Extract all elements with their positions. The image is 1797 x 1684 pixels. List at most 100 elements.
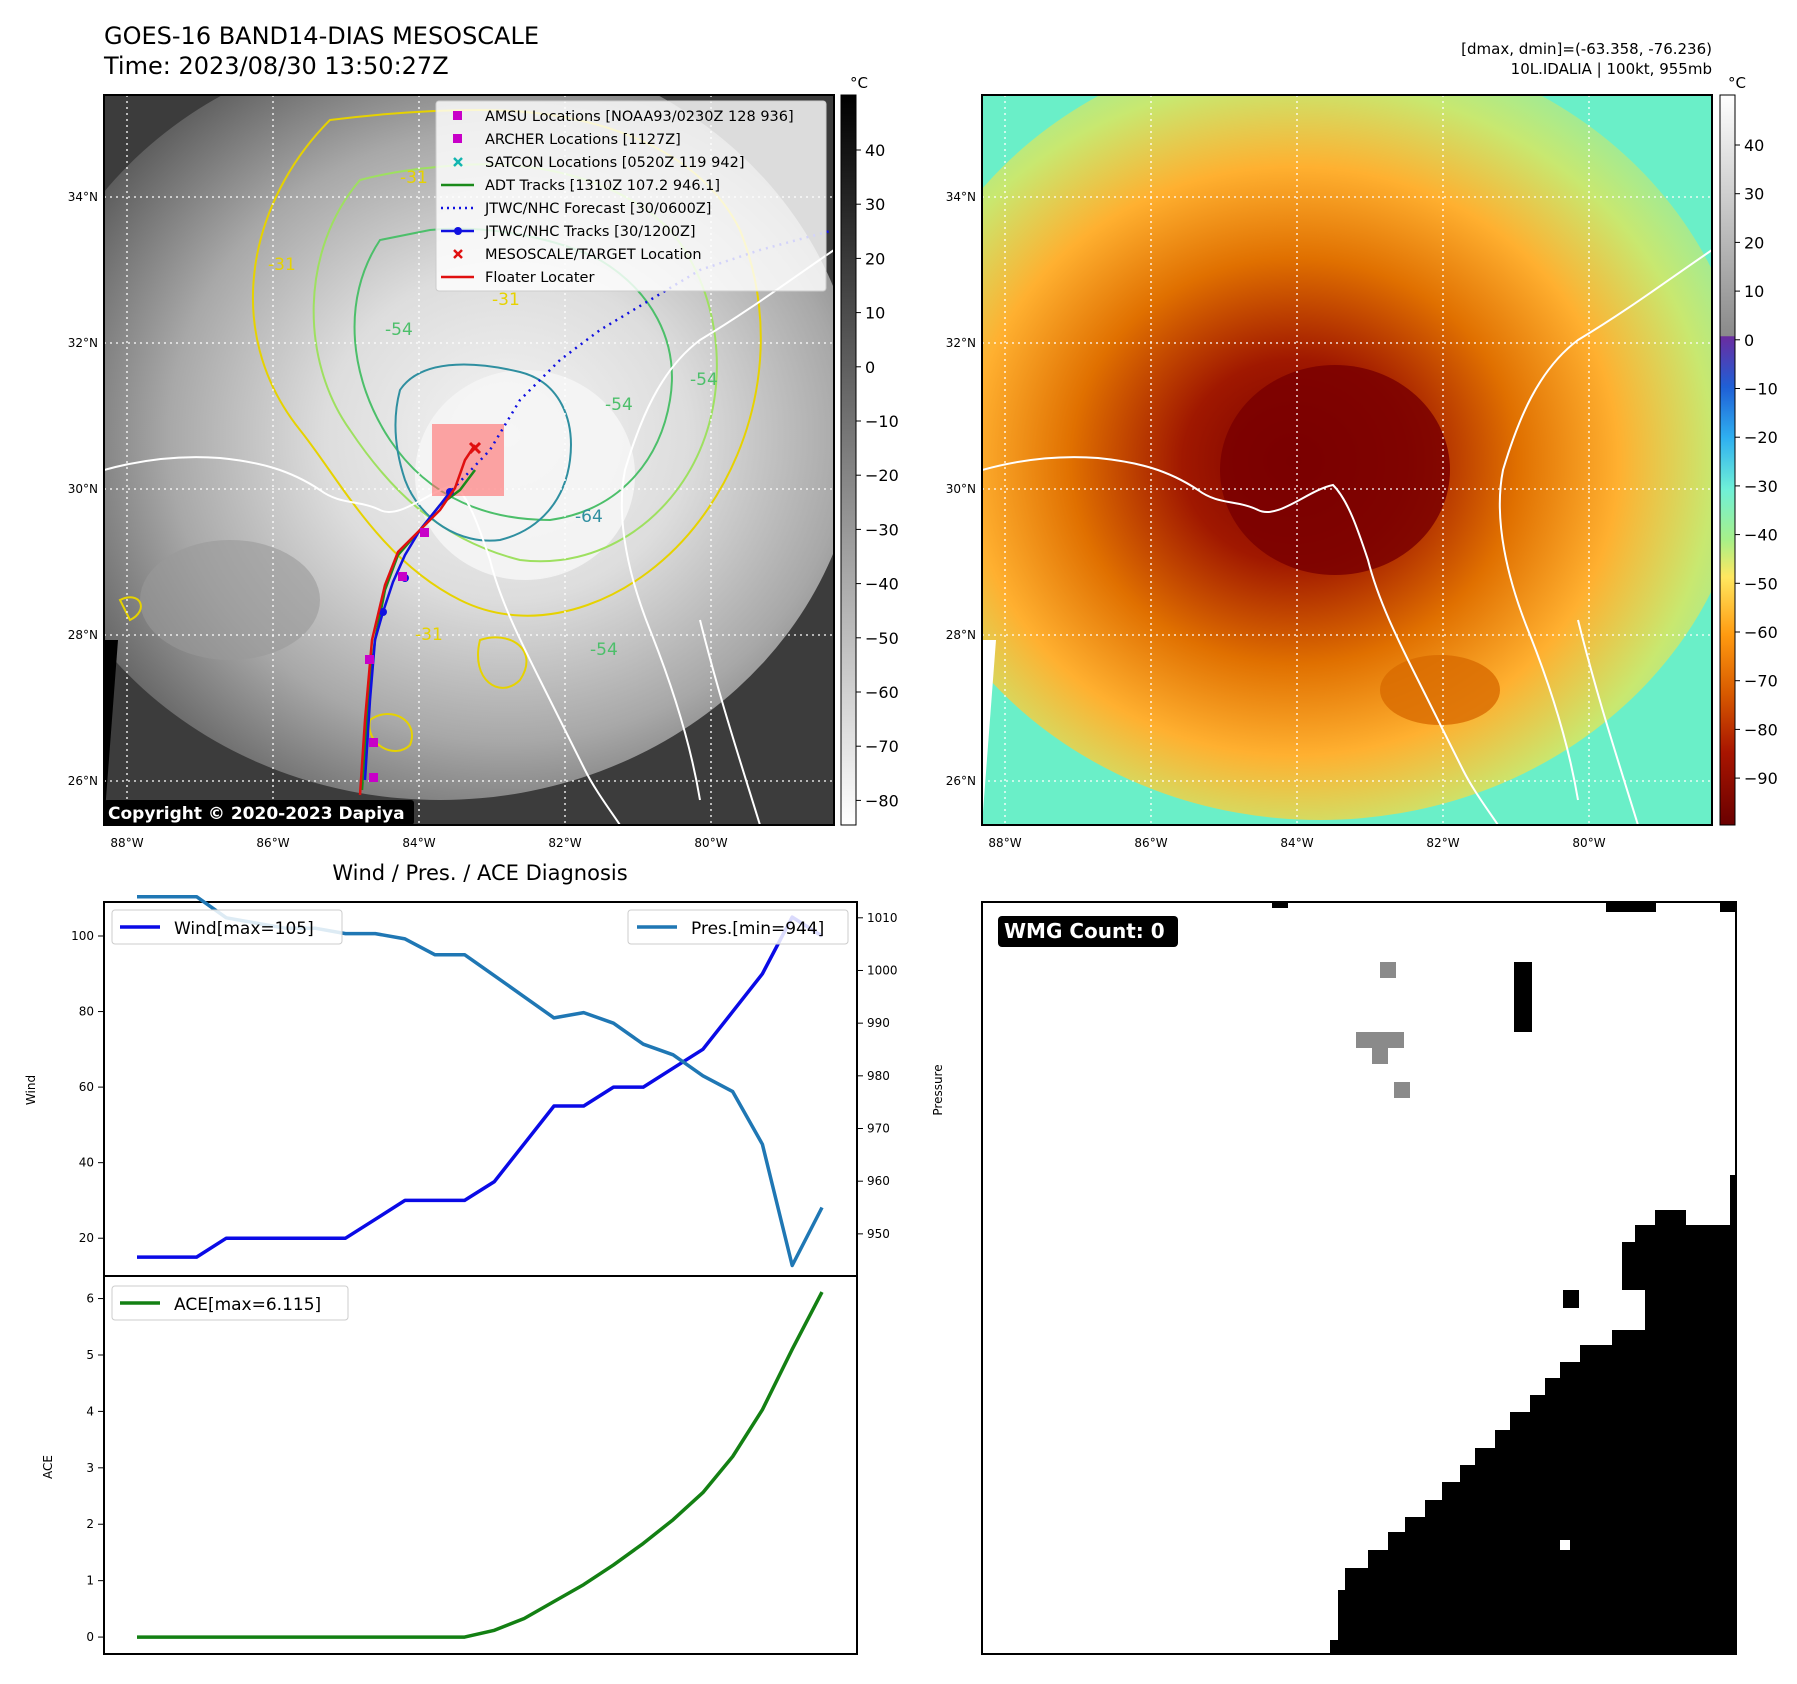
gray-colorbar-unit: °C — [850, 74, 868, 92]
map1-tick-labels: 88°W 86°W 84°W 82°W 80°W 34°N 32°N 30°N … — [68, 190, 728, 850]
contour-label: -54 — [590, 640, 618, 660]
floater-box — [432, 424, 504, 496]
color-colorbar-ticks: 40 30 20 10 0 −10 −20 −30 −40 −50 −60 −70 −80 −90 — [1735, 136, 1778, 788]
diagnosis-title: Wind / Pres. / ACE Diagnosis — [332, 861, 627, 885]
wmg-mask — [1272, 902, 1736, 1654]
colorbar-tick-label: −60 — [865, 683, 899, 702]
ace-line — [137, 1291, 824, 1639]
contour-label: -31 — [400, 168, 428, 188]
lat-tick: 26°N — [68, 774, 98, 788]
figure-title-line1: GOES-16 BAND14-DIAS MESOSCALE — [104, 22, 539, 50]
archer-marker — [420, 528, 429, 537]
ace-chart: 0 1 2 3 4 5 6 ACE ACE[max=6.115] — [41, 1275, 858, 1655]
map2-cloud-patch — [1380, 655, 1500, 725]
legend-label: ARCHER Locations [1127Z] — [485, 132, 681, 148]
ace-series — [137, 1291, 824, 1639]
gray-colorbar: °C 40 30 20 10 0 −10 −20 −30 −40 −50 −60 −70 −80 — [840, 74, 899, 826]
ace-axis: 0 1 2 3 4 5 6 — [86, 1292, 104, 1644]
wind-pressure-chart: 20 40 60 80 100 950 960 970 980 990 1000 1010 Wind… — [24, 894, 945, 1277]
map1-cloud-patch — [140, 540, 320, 660]
color-colorbar: °C 40 30 20 10 0 −10 −20 −30 −40 −50 −60 −70 −80 −90 — [1719, 74, 1778, 826]
legend-label: SATCON Locations [0520Z 119 942] — [485, 155, 744, 171]
y-tick-label: 5 — [86, 1348, 94, 1362]
colorbar-tick-label: 20 — [1744, 233, 1764, 252]
floater-locater-track — [358, 444, 477, 796]
pressure-legend-label: Pres.[min=944] — [691, 919, 824, 939]
legend-label: JTWC/NHC Tracks [30/1200Z] — [484, 224, 696, 240]
gray-colorbar-bar — [840, 94, 857, 826]
wmg-speck — [1720, 902, 1736, 912]
colorbar-tick-label: 20 — [865, 249, 885, 268]
wmg-frame — [981, 901, 1737, 1655]
colorbar-tick-label: −30 — [1744, 477, 1778, 496]
wmg-speck — [1730, 1175, 1736, 1225]
legend-entry-archer: ARCHER Locations [1127Z] — [453, 132, 681, 148]
legend-entry-satcon: SATCON Locations [0520Z 119 942] — [453, 155, 744, 171]
contour-small-1 — [118, 596, 142, 622]
copyright-text: Copyright © 2020-2023 Dapiya — [108, 804, 405, 824]
pressure-legend-box — [627, 909, 849, 945]
wmg-hole — [1606, 1260, 1620, 1295]
lon-tick: 88°W — [988, 836, 1021, 850]
colorbar-tick-label: 30 — [1744, 185, 1764, 204]
wind-legend-label: Wind[max=105] — [174, 919, 314, 939]
contour-label: -54 — [385, 320, 413, 340]
lat-tick: 30°N — [68, 482, 98, 496]
wmg-land-region — [1300, 1210, 1736, 1654]
wind-line — [137, 915, 823, 1259]
colorbar-tick-label: −20 — [865, 466, 899, 485]
ir-grayscale-map: -31 -31 -54 -54 -54 -64 -31 -54 -31 AMSU… — [68, 94, 835, 850]
colorbar-tick-label: −80 — [1744, 720, 1778, 739]
wmg-gray-cells — [1356, 962, 1410, 1098]
map1-coast-east — [699, 619, 761, 825]
lon-tick: 86°W — [256, 836, 289, 850]
y-tick-label: 1 — [86, 1574, 94, 1588]
map2-nodata-wedge — [982, 640, 996, 825]
ace-legend-box — [111, 1285, 349, 1321]
y-tick-label: 2 — [86, 1517, 94, 1531]
contour-label: -54 — [605, 395, 633, 415]
y-tick-label: 20 — [79, 1231, 94, 1245]
legend-label: Floater Locater — [485, 270, 594, 286]
lon-tick: 80°W — [1572, 836, 1605, 850]
pressure-legend: Pres.[min=944] — [627, 909, 849, 945]
color-colorbar-bar — [1719, 94, 1736, 826]
dmax-dmin-readout: [dmax, dmin]=(-63.358, -76.236) — [1461, 40, 1712, 58]
map1-frame — [103, 94, 835, 826]
map2-tick-labels: 88°W 86°W 84°W 82°W 80°W 34°N 32°N 30°N … — [946, 190, 1606, 850]
ace-ylabel: ACE — [41, 1455, 55, 1479]
lat-tick: 30°N — [946, 482, 976, 496]
colorbar-tick-label: −10 — [1744, 380, 1778, 399]
map2-coastline — [982, 249, 1712, 825]
wind-legend-box — [111, 909, 343, 945]
wind-ylabel: Wind — [24, 1075, 38, 1105]
contour-small-3 — [477, 636, 528, 689]
lon-tick: 84°W — [402, 836, 435, 850]
amsu-marker — [365, 655, 374, 664]
contour-label: -31 — [268, 255, 296, 275]
contour-label: -31 — [415, 625, 443, 645]
map2-cdo — [1220, 365, 1450, 575]
wind-pressure-frame — [103, 901, 858, 1277]
legend-label: JTWC/NHC Forecast [30/0600Z] — [484, 201, 711, 217]
legend-entry-jtwc: JTWC/NHC Tracks [30/1200Z] — [441, 224, 696, 240]
colorbar-tick-label: −20 — [1744, 428, 1778, 447]
legend-entry-forecast: JTWC/NHC Forecast [30/0600Z] — [441, 201, 711, 217]
lon-tick: 80°W — [694, 836, 727, 850]
y-tick-label: 100 — [71, 929, 94, 943]
colorbar-tick-label: 40 — [1744, 136, 1764, 155]
wmg-speck — [1606, 902, 1656, 912]
colorbar-tick-label: 10 — [1744, 282, 1764, 301]
colorbar-tick-label: −40 — [865, 575, 899, 594]
legend-entry-adt: ADT Tracks [1310Z 107.2 946.1] — [441, 178, 720, 194]
ace-frame — [103, 1275, 858, 1655]
lon-tick: 82°W — [1426, 836, 1459, 850]
colorbar-tick-label: −60 — [1744, 623, 1778, 642]
pressure-axis: 950 960 970 980 990 1000 1010 — [857, 911, 898, 1241]
map1-nodata-wedge — [104, 640, 118, 825]
legend-label: MESOSCALE/TARGET Location — [485, 247, 702, 263]
contour-label: -54 — [690, 370, 718, 390]
y-tick-label: 40 — [79, 1156, 94, 1170]
wmg-count-badge — [998, 916, 1178, 947]
